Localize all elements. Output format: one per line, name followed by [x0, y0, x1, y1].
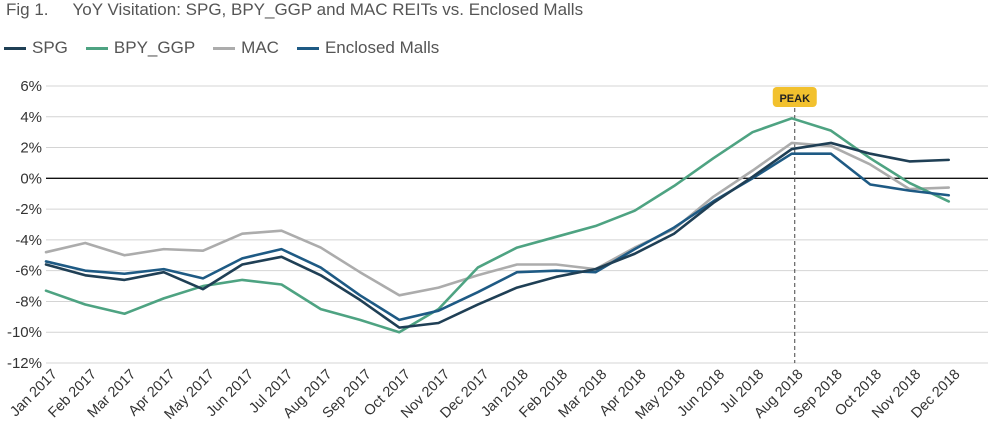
y-tick-label: 4% [20, 109, 42, 126]
legend-swatch-mac [213, 46, 236, 50]
legend-item-spg: SPG [4, 38, 68, 58]
legend-swatch-enclosed-malls [296, 46, 319, 50]
series-line-spg [44, 141, 951, 329]
peak-badge [772, 87, 817, 107]
y-tick-label: 6% [20, 78, 42, 95]
legend: SPG BPY_GGP MAC Enclosed Malls [4, 38, 439, 58]
y-tick-label: -2% [15, 201, 42, 218]
y-tick-label: -8% [15, 293, 42, 310]
y-tick-label: -6% [15, 263, 42, 280]
series-line-bpy-ggp [44, 117, 951, 334]
y-tick-label: 0% [20, 170, 42, 187]
legend-label-bpy-ggp: BPY_GGP [113, 38, 196, 57]
legend-swatch-spg [4, 46, 26, 50]
y-tick-label: 2% [20, 140, 42, 157]
figure-number: Fig 1. [6, 0, 49, 19]
y-tick-label: -10% [7, 324, 42, 341]
series-line-mac [44, 141, 951, 297]
chart-title: Fig 1. YoY Visitation: SPG, BPY_GGP and M… [6, 0, 583, 20]
series-line-enclosed-malls [44, 152, 951, 322]
figure-title: YoY Visitation: SPG, BPY_GGP and MAC REI… [72, 0, 584, 19]
legend-item-mac: MAC [213, 38, 279, 58]
y-tick-label: -4% [15, 232, 42, 249]
legend-item-enclosed-malls: Enclosed Malls [296, 38, 440, 58]
legend-label-spg: SPG [32, 38, 68, 57]
y-tick-label: -12% [7, 355, 42, 372]
legend-label-mac: MAC [241, 38, 279, 57]
legend-swatch-bpy-ggp [85, 46, 108, 50]
peak-badge-label: PEAK [779, 93, 810, 105]
legend-item-bpy-ggp: BPY_GGP [85, 38, 196, 58]
legend-label-enclosed-malls: Enclosed Malls [324, 38, 440, 57]
